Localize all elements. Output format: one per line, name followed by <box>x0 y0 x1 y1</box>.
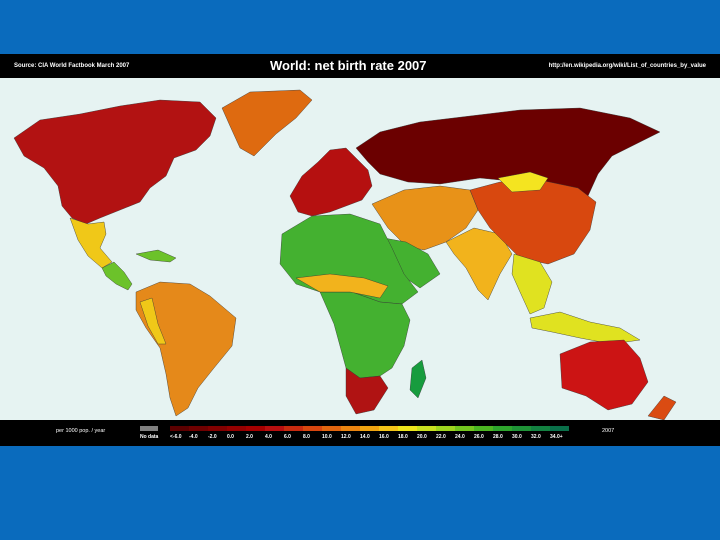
legend-label: 32.0 <box>531 434 541 440</box>
legend-swatch <box>227 426 246 431</box>
legend-label: 4.0 <box>265 434 272 440</box>
legend-swatch <box>436 426 455 431</box>
map-frame: Source: CIA World Factbook March 2007 Wo… <box>0 54 720 446</box>
region-south-asia <box>445 227 513 301</box>
region-sahel <box>295 273 389 299</box>
region-europe <box>289 147 373 217</box>
map-title: World: net birth rate 2007 <box>270 58 427 73</box>
legend-label: 18.0 <box>398 434 408 440</box>
legend-label: 22.0 <box>436 434 446 440</box>
region-north-america <box>13 99 217 225</box>
legend-label: 26.0 <box>474 434 484 440</box>
legend-swatch <box>493 426 512 431</box>
legend-label: <-6.0 <box>170 434 182 440</box>
legend-label: 0.0 <box>227 434 234 440</box>
legend-label: 30.0 <box>512 434 522 440</box>
legend-swatch <box>189 426 208 431</box>
legend-label: 14.0 <box>360 434 370 440</box>
region-south-america <box>135 281 237 417</box>
source-label: Source: CIA World Factbook March 2007 <box>14 63 130 69</box>
legend-swatch <box>246 426 265 431</box>
source-url: http://en.wikipedia.org/wiki/List_of_cou… <box>548 63 706 69</box>
color-legend: No data <-6.0 -4.0 -2.0 0.0 2.0 4.0 6.0 8.0 10.0… <box>140 426 580 442</box>
legend-swatch <box>512 426 531 431</box>
region-south-africa <box>345 367 389 415</box>
legend-bar: per 1000 pop. / year No data <-6.0 -4.0 -2… <box>0 420 720 446</box>
region-russia <box>355 107 661 197</box>
region-caribbean <box>135 249 177 263</box>
legend-swatch <box>322 426 341 431</box>
unit-label: per 1000 pop. / year <box>56 428 106 434</box>
world-map-svg <box>13 89 677 421</box>
region-australia <box>559 339 649 411</box>
region-greenland <box>221 89 313 157</box>
legend-swatch <box>341 426 360 431</box>
region-southeast-asia <box>511 253 553 315</box>
legend-label: 8.0 <box>303 434 310 440</box>
region-mongolia <box>497 171 549 193</box>
legend-label: 20.0 <box>417 434 427 440</box>
legend-swatch <box>265 426 284 431</box>
region-middle-east <box>371 185 479 251</box>
legend-swatch <box>303 426 322 431</box>
legend-label: 12.0 <box>341 434 351 440</box>
legend-swatch <box>284 426 303 431</box>
world-map <box>0 78 720 421</box>
legend-label-nodata: No data <box>140 434 159 440</box>
region-mexico <box>69 217 113 269</box>
region-madagascar <box>409 359 427 399</box>
region-andes <box>139 297 167 345</box>
legend-label: 10.0 <box>322 434 332 440</box>
region-indonesia <box>529 311 641 345</box>
legend-label: -2.0 <box>208 434 217 440</box>
legend-swatch <box>398 426 417 431</box>
legend-label: 28.0 <box>493 434 503 440</box>
legend-swatch <box>360 426 379 431</box>
region-africa <box>319 291 411 379</box>
legend-label: 34.0+ <box>550 434 563 440</box>
legend-label: 16.0 <box>379 434 389 440</box>
legend-label: 2.0 <box>246 434 253 440</box>
year-label: 2007 <box>602 428 615 434</box>
legend-swatch <box>379 426 398 431</box>
legend-swatch <box>417 426 436 431</box>
legend-swatch <box>474 426 493 431</box>
legend-swatch-nodata <box>140 426 158 431</box>
legend-swatch <box>550 426 569 431</box>
legend-label: 24.0 <box>455 434 465 440</box>
legend-swatch <box>455 426 474 431</box>
legend-label: -4.0 <box>189 434 198 440</box>
legend-label: 6.0 <box>284 434 291 440</box>
region-central-america <box>101 261 133 291</box>
legend-swatch <box>208 426 227 431</box>
map-header: Source: CIA World Factbook March 2007 Wo… <box>0 54 720 78</box>
region-new-zealand <box>647 395 677 421</box>
legend-swatch <box>170 426 189 431</box>
legend-swatch <box>531 426 550 431</box>
